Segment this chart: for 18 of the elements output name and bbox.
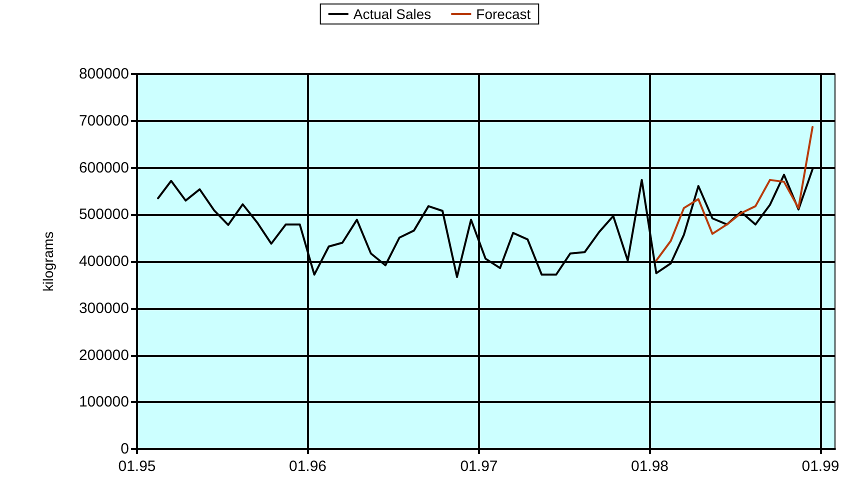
y-tick-label: 100000: [78, 394, 129, 411]
y-tick-label: 0: [120, 440, 129, 458]
y-tick-label: 700000: [78, 112, 129, 130]
y-axis-title: kilograms: [40, 232, 56, 292]
x-tick-label: 01.98: [630, 458, 669, 475]
x-tick-label: 01.96: [288, 458, 327, 475]
y-tick-label: 800000: [78, 66, 129, 82]
y-tick-label: 400000: [78, 253, 129, 270]
legend-label: Forecast: [476, 6, 531, 22]
legend-label: Actual Sales: [353, 6, 432, 22]
y-tick-label: 200000: [78, 346, 129, 364]
x-tick-label: 01.95: [118, 458, 156, 475]
y-tick-label: 500000: [78, 206, 129, 224]
x-tick-label: 01.97: [460, 458, 498, 475]
y-tick-label: 600000: [78, 159, 129, 176]
x-tick-label: 01.99: [802, 458, 840, 475]
y-tick-label: 300000: [78, 300, 129, 317]
line-series: [655, 126, 814, 262]
